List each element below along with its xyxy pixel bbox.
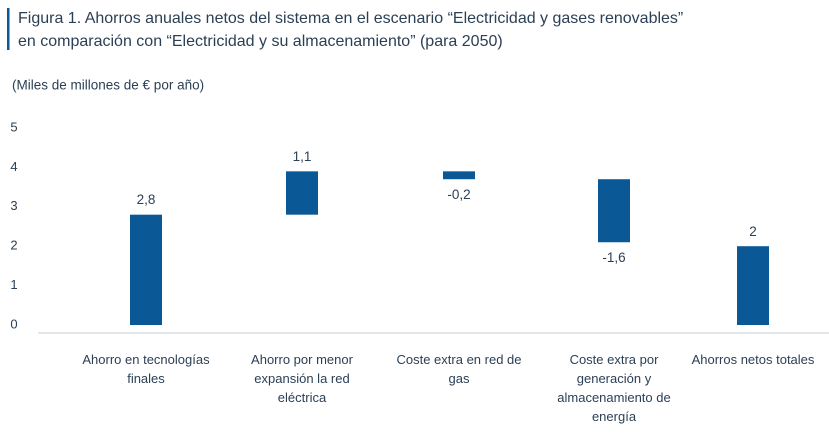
y-tick-label: 1 (10, 277, 17, 292)
chart-subtitle: en comparación con “Electricidad y su al… (18, 33, 503, 50)
bar (737, 246, 769, 325)
x-tick-label: Ahorros netos totales (691, 352, 815, 367)
bar (443, 171, 475, 180)
title-accent (7, 8, 10, 50)
data-label: -0,2 (447, 187, 470, 202)
data-label: -1,6 (602, 250, 625, 265)
y-tick-label: 2 (10, 238, 17, 253)
bar (286, 171, 318, 215)
y-tick-label: 4 (10, 159, 17, 174)
y-tick-label: 0 (10, 316, 17, 331)
y-tick-label: 3 (10, 198, 17, 213)
x-tick-label: Ahorro por menor expansión la red eléctr… (251, 352, 353, 405)
x-tick-label: Coste extra en red de gas (396, 352, 522, 386)
y-axis-label: (Miles de millones de € por año) (12, 78, 204, 93)
y-tick-label: 5 (10, 119, 17, 134)
x-tick-label: Coste extra por generación y almacenamie… (557, 352, 671, 424)
data-label: 2,8 (137, 192, 156, 207)
bar (598, 179, 630, 243)
data-label: 2 (749, 224, 757, 239)
x-tick-label: Ahorro en tecnologías finales (82, 352, 210, 386)
data-label: 1,1 (293, 149, 312, 164)
chart-title: Figura 1. Ahorros anuales netos del sist… (18, 10, 683, 27)
bar (130, 214, 162, 325)
